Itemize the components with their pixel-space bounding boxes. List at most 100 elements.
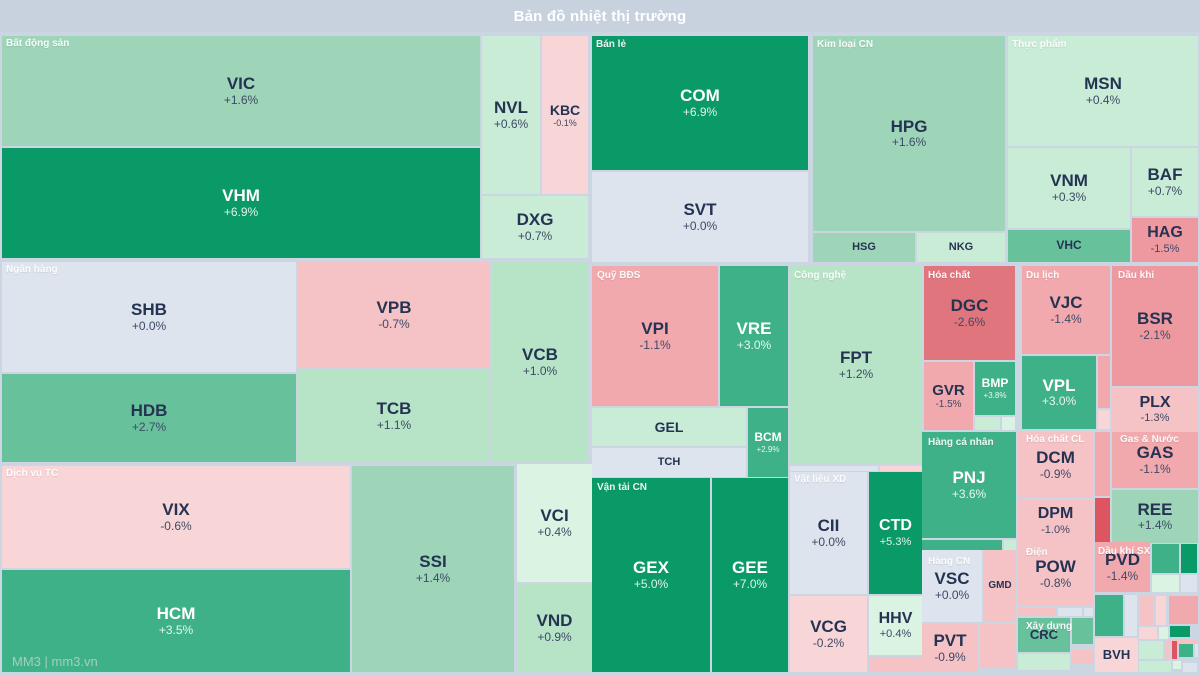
stock-cell[interactable] <box>1125 595 1137 636</box>
stock-cell[interactable] <box>1095 432 1110 496</box>
stock-cell-GEX[interactable]: GEX +5.0% <box>592 478 710 672</box>
stock-cell-NVL[interactable]: NVL +0.6% <box>482 36 540 194</box>
stock-cell[interactable] <box>1139 627 1157 639</box>
stock-cell[interactable] <box>1139 661 1171 672</box>
stock-cell[interactable] <box>790 466 878 471</box>
stock-cell-GMD[interactable]: GMD <box>984 550 1016 622</box>
stock-cell[interactable] <box>1072 650 1093 664</box>
stock-cell-PVT[interactable]: PVT -0.9% <box>922 624 978 672</box>
stock-cell-VND[interactable]: VND +0.9% <box>517 584 592 672</box>
stock-cell-VNM[interactable]: VNM +0.3% <box>1008 148 1130 228</box>
stock-cell[interactable] <box>1165 641 1170 659</box>
stock-cell-DXG[interactable]: DXG +0.7% <box>482 196 588 258</box>
stock-cell-VCG[interactable]: VCG -0.2% <box>790 596 867 672</box>
stock-cell[interactable] <box>1095 595 1123 636</box>
stock-cell[interactable] <box>922 540 1002 550</box>
stock-cell-GVR[interactable]: GVR -1.5% <box>924 362 973 430</box>
stock-cell-GEE[interactable]: GEE +7.0% <box>712 478 788 672</box>
stock-cell[interactable] <box>1018 608 1056 616</box>
stock-cell-HHV[interactable]: HHV +0.4% <box>869 596 922 655</box>
stock-cell-VIC[interactable]: VIC +1.6% <box>2 36 480 146</box>
stock-cell[interactable] <box>1169 596 1198 624</box>
stock-cell[interactable] <box>1181 544 1197 573</box>
stock-cell-DCM[interactable]: DCM -0.9% <box>1018 432 1093 498</box>
stock-cell-CRC[interactable]: CRC <box>1018 618 1070 652</box>
stock-cell[interactable] <box>1159 627 1168 639</box>
stock-cell-POW[interactable]: POW -0.8% <box>1018 542 1093 606</box>
stock-cell[interactable] <box>1156 596 1166 625</box>
stock-cell[interactable] <box>1181 575 1197 592</box>
stock-cell[interactable] <box>1183 663 1197 672</box>
stock-cell-GEL[interactable]: GEL <box>592 408 746 446</box>
stock-cell-HDB[interactable]: HDB +2.7% <box>2 374 296 462</box>
stock-cell-TCB[interactable]: TCB +1.1% <box>298 370 490 462</box>
stock-cell[interactable] <box>1179 644 1193 657</box>
stock-cell[interactable] <box>1170 626 1190 637</box>
stock-cell-KBC[interactable]: KBC -0.1% <box>542 36 588 194</box>
stock-cell-PNJ[interactable]: PNJ +3.6% <box>922 432 1016 538</box>
stock-change: -1.1% <box>1139 461 1171 476</box>
stock-cell[interactable] <box>975 417 1000 430</box>
stock-cell[interactable] <box>1018 654 1070 670</box>
stock-cell-TCH[interactable]: TCH <box>592 448 746 477</box>
stock-cell[interactable] <box>1072 618 1093 644</box>
stock-cell-BMP[interactable]: BMP +3.8% <box>975 362 1015 415</box>
stock-cell-PLX[interactable]: PLX -1.3% <box>1112 388 1198 431</box>
stock-cell-SHB[interactable]: SHB +0.0% <box>2 262 296 372</box>
stock-cell-CII[interactable]: CII +0.0% <box>790 472 867 594</box>
stock-cell-BAF[interactable]: BAF +0.7% <box>1132 148 1198 216</box>
stock-cell-VPI[interactable]: VPI -1.1% <box>592 266 718 406</box>
stock-ticker: GEX <box>633 558 669 578</box>
stock-cell[interactable] <box>1004 540 1016 550</box>
stock-cell-DGC[interactable]: DGC -2.6% <box>924 266 1015 360</box>
stock-cell[interactable] <box>1139 596 1153 625</box>
stock-cell-SSI[interactable]: SSI +1.4% <box>352 466 514 672</box>
stock-cell-BSR[interactable]: BSR -2.1% <box>1112 266 1198 386</box>
stock-cell-HCM[interactable]: HCM +3.5% <box>2 570 350 672</box>
stock-cell[interactable] <box>1098 356 1110 408</box>
stock-cell-DPM[interactable]: DPM -1.0% <box>1018 500 1093 542</box>
stock-cell-FPT[interactable]: FPT +1.2% <box>790 266 922 464</box>
stock-cell-VIX[interactable]: VIX -0.6% <box>2 466 350 568</box>
stock-cell-VHC[interactable]: VHC <box>1008 230 1130 262</box>
stock-cell-HAG[interactable]: HAG -1.5% <box>1132 218 1198 262</box>
stock-cell-BCM[interactable]: BCM +2.9% <box>748 408 788 477</box>
stock-cell-VCI[interactable]: VCI +0.4% <box>517 464 592 582</box>
stock-cell-VPB[interactable]: VPB -0.7% <box>298 262 490 368</box>
stock-cell[interactable] <box>1173 661 1181 669</box>
stock-cell-HPG[interactable]: HPG +1.6% <box>813 36 1005 231</box>
stock-cell[interactable] <box>1095 498 1110 542</box>
stock-cell-PVD[interactable]: PVD -1.4% <box>1095 542 1150 592</box>
stock-change: -0.9% <box>1039 466 1072 481</box>
stock-cell[interactable] <box>1084 608 1093 616</box>
stock-cell-VCB[interactable]: VCB +1.0% <box>492 262 588 462</box>
stock-cell-COM[interactable]: COM +6.9% <box>592 36 808 170</box>
stock-cell-VPL[interactable]: VPL +3.0% <box>1022 356 1096 429</box>
stock-ticker: GMD <box>988 580 1012 592</box>
stock-cell-HSG[interactable]: HSG <box>813 233 915 262</box>
stock-cell-VSC[interactable]: VSC +0.0% <box>922 550 982 622</box>
stock-cell-VHM[interactable]: VHM +6.9% <box>2 148 480 258</box>
stock-cell-CTD[interactable]: CTD +5.3% <box>869 472 922 594</box>
stock-cell[interactable] <box>1152 575 1179 592</box>
stock-cell-VRE[interactable]: VRE +3.0% <box>720 266 788 406</box>
stock-cell[interactable] <box>1170 639 1198 645</box>
stock-cell[interactable] <box>1172 641 1177 659</box>
stock-cell-BVH[interactable]: BVH <box>1095 638 1138 672</box>
stock-cell-SVT[interactable]: SVT +0.0% <box>592 172 808 262</box>
stock-cell-MSN[interactable]: MSN +0.4% <box>1008 36 1198 146</box>
stock-cell[interactable] <box>1098 410 1110 429</box>
stock-cell-REE[interactable]: REE +1.4% <box>1112 490 1198 543</box>
stock-cell[interactable] <box>1195 644 1198 657</box>
stock-cell-NKG[interactable]: NKG <box>917 233 1005 262</box>
stock-cell[interactable] <box>869 657 922 672</box>
stock-cell[interactable] <box>1058 608 1082 616</box>
stock-cell[interactable] <box>1139 641 1163 659</box>
stock-change: +1.0% <box>522 363 558 378</box>
stock-cell[interactable] <box>1002 417 1015 430</box>
stock-cell-GAS[interactable]: GAS -1.1% <box>1112 432 1198 488</box>
stock-cell[interactable] <box>980 624 1016 668</box>
stock-cell[interactable] <box>1152 544 1179 573</box>
stock-cell[interactable] <box>880 466 922 471</box>
stock-cell-VJC[interactable]: VJC -1.4% <box>1022 266 1110 354</box>
